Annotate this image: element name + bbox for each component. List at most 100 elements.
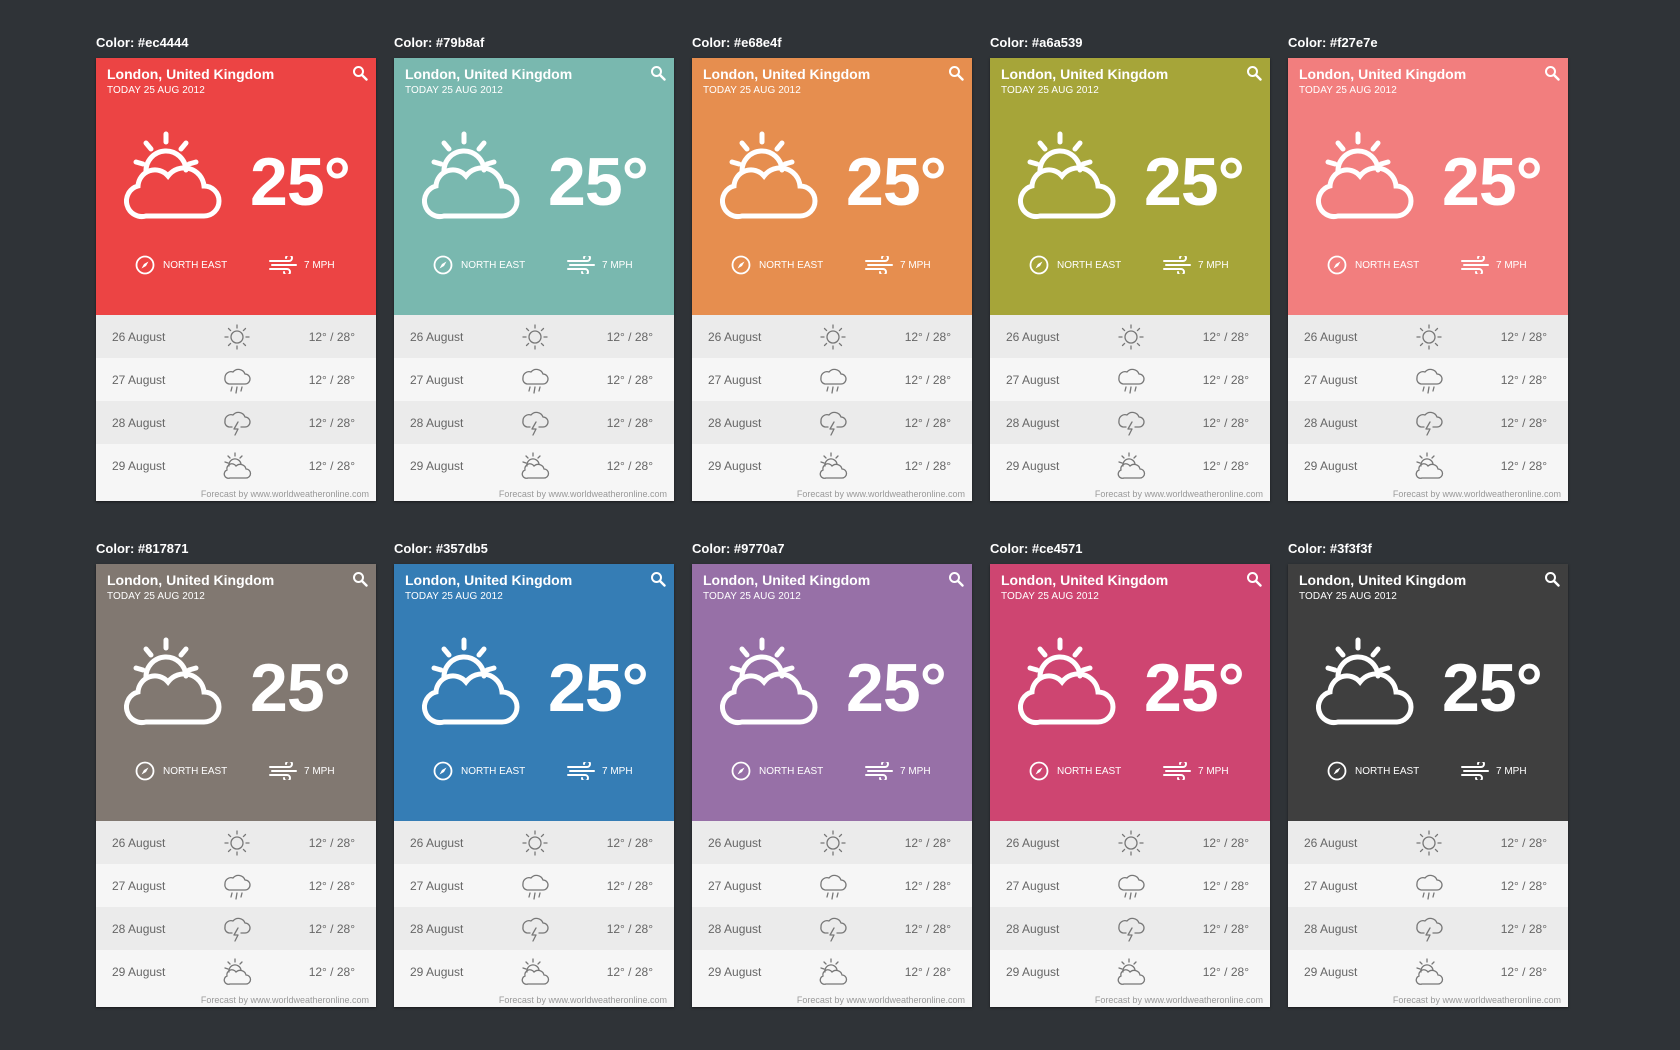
search-icon[interactable] (1246, 571, 1262, 587)
rain-icon (224, 368, 251, 394)
storm-icon (820, 411, 847, 436)
forecast-row: 26 August 12° / 28° (692, 821, 972, 864)
city-name: London, United Kingdom (703, 66, 871, 82)
current-date: TODAY 25 AUG 2012 (1001, 85, 1099, 96)
search-icon[interactable] (650, 571, 666, 587)
forecast-day: 28 August (708, 921, 762, 936)
weather-card: London, United Kingdom TODAY 25 AUG 2012 (96, 58, 376, 501)
widget-cell: Color: #3f3f3f London, United Kingdom TO… (1288, 540, 1568, 1007)
widget-cell: Color: #ce4571 London, United Kingdom TO… (990, 540, 1270, 1007)
city-name: London, United Kingdom (405, 66, 573, 82)
forecast-row: 27 August 12° / 28° (1288, 358, 1568, 401)
city-name: London, United Kingdom (107, 572, 275, 588)
search-icon[interactable] (1246, 65, 1262, 81)
card-hero: London, United Kingdom TODAY 25 AUG 2012 (96, 564, 376, 821)
forecast-range: 12° / 28° (1202, 458, 1249, 473)
weather-card: London, United Kingdom TODAY 25 AUG 2012 (990, 58, 1270, 501)
forecast-row: 29 August 12° / 28° (692, 444, 972, 487)
forecast-range: 12° / 28° (1500, 921, 1547, 936)
forecast-credit[interactable]: Forecast by www.worldweatheronline.com (1288, 487, 1568, 501)
storm-icon (522, 917, 549, 942)
forecast-credit[interactable]: Forecast by www.worldweatheronline.com (692, 487, 972, 501)
search-icon[interactable] (948, 571, 964, 587)
widget-cell: Color: #f27e7e London, United Kingdom TO… (1288, 34, 1568, 501)
forecast-credit[interactable]: Forecast by www.worldweatheronline.com (394, 487, 674, 501)
forecast-day: 29 August (1006, 964, 1060, 979)
widget-cell: Color: #9770a7 London, United Kingdom TO… (692, 540, 972, 1007)
forecast-day: 27 August (1006, 372, 1060, 387)
forecast-credit[interactable]: Forecast by www.worldweatheronline.com (96, 487, 376, 501)
forecast-list: 26 August 12° / 28° 27 August (1288, 821, 1568, 993)
color-label: Color: #a6a539 (990, 35, 1083, 50)
partly-cloudy-icon (1316, 131, 1414, 220)
search-icon[interactable] (948, 65, 964, 81)
forecast-day: 27 August (410, 372, 464, 387)
forecast-range: 12° / 28° (904, 415, 951, 430)
forecast-credit[interactable]: Forecast by www.worldweatheronline.com (394, 993, 674, 1007)
color-label: Color: #e68e4f (692, 35, 782, 50)
city-name: London, United Kingdom (1299, 66, 1467, 82)
weather-card: London, United Kingdom TODAY 25 AUG 2012 (1288, 564, 1568, 1007)
weather-card: London, United Kingdom TODAY 25 AUG 2012 (990, 564, 1270, 1007)
card-hero: London, United Kingdom TODAY 25 AUG 2012 (96, 58, 376, 315)
search-icon[interactable] (1544, 65, 1560, 81)
current-date: TODAY 25 AUG 2012 (107, 591, 205, 602)
wind-icon (567, 762, 595, 780)
rain-icon (1118, 874, 1145, 900)
forecast-day: 26 August (410, 329, 464, 344)
forecast-credit[interactable]: Forecast by www.worldweatheronline.com (1288, 993, 1568, 1007)
weather-card: London, United Kingdom TODAY 25 AUG 2012 (394, 564, 674, 1007)
wind-icon (865, 256, 893, 274)
card-hero: London, United Kingdom TODAY 25 AUG 2012 (394, 564, 674, 821)
city-name: London, United Kingdom (1299, 572, 1467, 588)
current-date: TODAY 25 AUG 2012 (703, 85, 801, 96)
wind-direction: NORTH EAST (1355, 260, 1420, 271)
search-icon[interactable] (650, 65, 666, 81)
search-icon[interactable] (352, 65, 368, 81)
forecast-day: 26 August (1006, 329, 1060, 344)
forecast-range: 12° / 28° (308, 964, 355, 979)
weather-card: London, United Kingdom TODAY 25 AUG 2012 (692, 564, 972, 1007)
forecast-list: 26 August 12° / 28° 27 August (990, 821, 1270, 993)
forecast-credit[interactable]: Forecast by www.worldweatheronline.com (990, 487, 1270, 501)
wind-speed: 7 MPH (1496, 260, 1527, 271)
forecast-credit[interactable]: Forecast by www.worldweatheronline.com (692, 993, 972, 1007)
compass-icon (135, 255, 155, 275)
partly-cloudy-icon (223, 958, 252, 985)
forecast-list: 26 August 12° / 28° 27 August (96, 821, 376, 993)
search-icon[interactable] (352, 571, 368, 587)
forecast-range: 12° / 28° (1500, 415, 1547, 430)
wind-icon (1461, 256, 1489, 274)
sun-icon (224, 830, 250, 856)
forecast-day: 27 August (112, 878, 166, 893)
forecast-day: 29 August (1006, 458, 1060, 473)
compass-icon (1327, 761, 1347, 781)
wind-direction: NORTH EAST (163, 766, 228, 777)
wind-icon (269, 762, 297, 780)
storm-icon (224, 411, 251, 436)
sun-icon (1416, 830, 1442, 856)
forecast-row: 28 August 12° / 28° (1288, 907, 1568, 950)
compass-icon (731, 255, 751, 275)
card-hero: London, United Kingdom TODAY 25 AUG 2012 (990, 58, 1270, 315)
forecast-day: 28 August (410, 921, 464, 936)
city-name: London, United Kingdom (1001, 66, 1169, 82)
forecast-day: 29 August (1304, 458, 1358, 473)
forecast-row: 26 August 12° / 28° (394, 821, 674, 864)
forecast-row: 28 August 12° / 28° (1288, 401, 1568, 444)
widget-cell: Color: #357db5 London, United Kingdom TO… (394, 540, 674, 1007)
current-temperature: 25° (548, 144, 649, 220)
forecast-row: 29 August 12° / 28° (96, 444, 376, 487)
forecast-day: 29 August (410, 458, 464, 473)
forecast-range: 12° / 28° (606, 458, 653, 473)
forecast-range: 12° / 28° (1202, 329, 1249, 344)
rain-icon (522, 874, 549, 900)
forecast-day: 29 August (112, 964, 166, 979)
forecast-credit[interactable]: Forecast by www.worldweatheronline.com (990, 993, 1270, 1007)
forecast-credit[interactable]: Forecast by www.worldweatheronline.com (96, 993, 376, 1007)
sun-icon (820, 830, 846, 856)
forecast-range: 12° / 28° (308, 878, 355, 893)
search-icon[interactable] (1544, 571, 1560, 587)
compass-icon (1327, 255, 1347, 275)
sun-icon (522, 830, 548, 856)
